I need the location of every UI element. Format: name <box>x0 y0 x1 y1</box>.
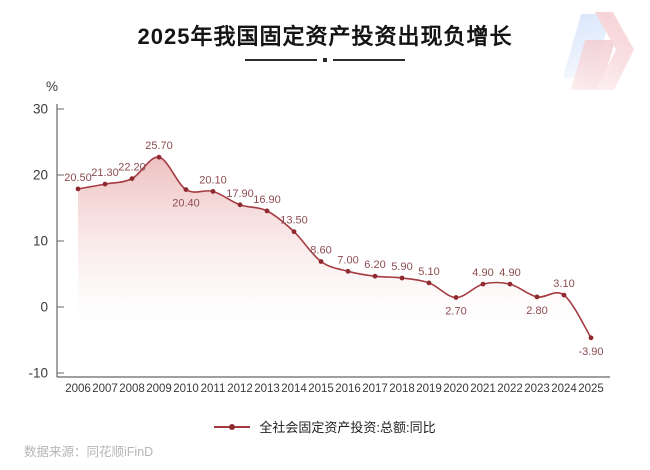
x-axis-tick-label: 2009 <box>146 383 172 395</box>
data-point <box>156 154 162 160</box>
data-point-label: 8.60 <box>310 245 331 257</box>
data-point <box>291 229 297 235</box>
data-point <box>426 280 432 286</box>
x-axis-tick-label: 2022 <box>497 383 523 395</box>
data-point-label: 17.90 <box>226 188 254 200</box>
data-point-label: 20.40 <box>172 198 200 210</box>
data-point-label: -3.90 <box>578 346 603 358</box>
data-point <box>210 189 216 194</box>
series-area <box>78 157 591 374</box>
legend-line-marker-icon <box>214 423 251 430</box>
data-point <box>588 335 594 341</box>
data-point-label: 4.90 <box>472 267 493 279</box>
x-axis-tick-label: 2016 <box>335 383 361 395</box>
data-point-label: 2.70 <box>445 306 466 318</box>
x-axis-tick-label: 2024 <box>551 383 577 395</box>
divider-line-right <box>333 59 405 62</box>
data-point <box>102 181 108 187</box>
y-axis-tick-label: 10 <box>33 234 48 249</box>
x-axis-tick-label: 2010 <box>173 383 199 395</box>
data-point <box>129 176 135 182</box>
x-axis-tick-label: 2006 <box>65 383 91 395</box>
data-point-label: 21.30 <box>91 167 119 179</box>
data-point-label: 20.10 <box>199 174 227 186</box>
data-point-label: 2.80 <box>526 305 547 317</box>
y-axis-tick-label: -10 <box>28 366 48 381</box>
data-point <box>534 294 540 300</box>
x-axis-tick-label: 2013 <box>254 383 280 395</box>
brand-watermark-icon <box>562 12 634 92</box>
data-point <box>480 281 486 287</box>
data-point-label: 16.90 <box>253 194 281 206</box>
data-point <box>561 292 567 298</box>
legend: 全社会固定资产投资:总额:同比 <box>0 417 650 436</box>
x-axis-tick-label: 2012 <box>227 383 253 395</box>
data-point-label: 5.90 <box>391 261 412 273</box>
y-axis-unit-label: % <box>46 79 59 94</box>
data-point-label: 7.00 <box>337 254 358 266</box>
data-point-label: 5.10 <box>418 266 439 278</box>
data-point-label: 25.70 <box>145 140 173 152</box>
x-axis-tick-label: 2019 <box>416 383 442 395</box>
data-point <box>507 281 513 287</box>
x-axis-tick-label: 2023 <box>524 383 550 395</box>
x-axis-tick-label: 2025 <box>578 383 604 395</box>
x-axis-tick-label: 2017 <box>362 383 388 395</box>
data-point <box>453 295 459 300</box>
data-source-note: 数据来源：同花顺iFinD <box>24 445 154 459</box>
data-point-label: 22.20 <box>118 162 146 174</box>
divider-dot-icon <box>323 58 327 63</box>
data-point <box>345 268 351 274</box>
x-axis-tick-label: 2011 <box>201 383 226 395</box>
x-axis-tick-label: 2014 <box>281 383 307 395</box>
data-point-label: 6.20 <box>364 259 385 271</box>
legend-label: 全社会固定资产投资:总额:同比 <box>259 420 436 435</box>
x-axis-tick-label: 2007 <box>92 383 118 395</box>
y-axis-tick-label: 30 <box>33 102 48 117</box>
y-axis-tick-label: 20 <box>33 168 48 183</box>
data-point <box>264 208 270 214</box>
divider-line-left <box>245 59 317 62</box>
data-point-label: 3.10 <box>553 278 574 290</box>
x-axis-tick-label: 2008 <box>119 383 145 395</box>
header: 2025年我国固定资产投资出现负增长 <box>0 24 650 63</box>
chart-title: 2025年我国固定资产投资出现负增长 <box>137 24 513 49</box>
x-axis-tick-label: 2018 <box>389 383 415 395</box>
data-point <box>318 259 324 264</box>
y-axis-tick-label: 0 <box>40 300 48 315</box>
data-point <box>183 187 189 193</box>
data-point <box>399 275 405 281</box>
data-point <box>75 186 81 192</box>
data-point-label: 13.50 <box>280 215 308 227</box>
x-axis-tick-label: 2015 <box>308 383 334 395</box>
x-axis-tick-label: 2021 <box>470 383 496 395</box>
data-point <box>237 202 243 208</box>
title-divider <box>0 58 650 63</box>
x-axis-tick-label: 2020 <box>443 383 469 395</box>
data-point <box>372 273 378 279</box>
data-point-label: 4.90 <box>499 267 520 279</box>
legend-dot-icon <box>229 423 236 430</box>
data-point-label: 20.50 <box>64 172 92 184</box>
